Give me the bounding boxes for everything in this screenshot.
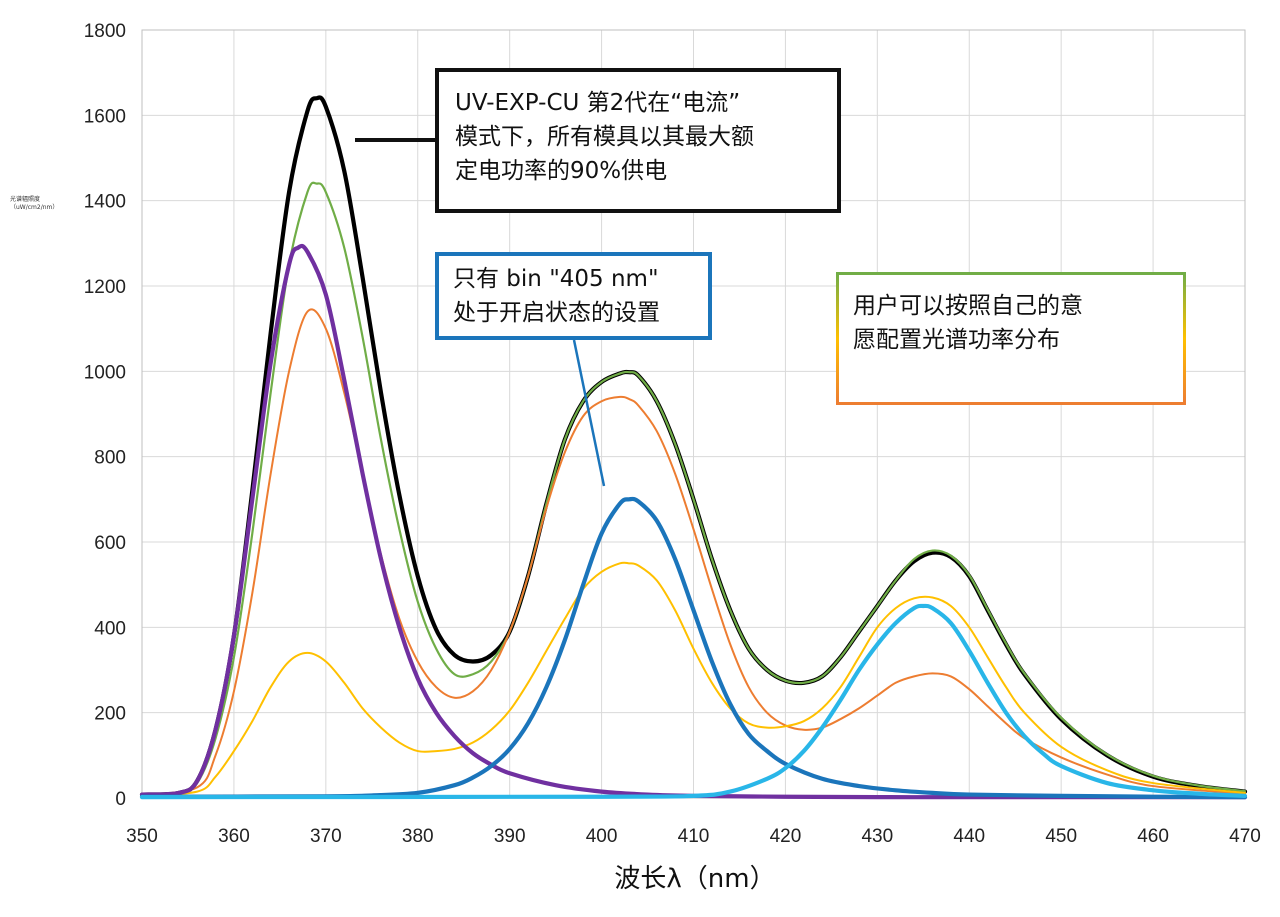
x-axis-label: 波长λ（nm） bbox=[614, 864, 776, 894]
plot-area-frame bbox=[141, 29, 1246, 799]
series-line-4 bbox=[141, 561, 1246, 797]
y-tick-label: 800 bbox=[94, 448, 126, 469]
y-axis-label: 光谱辐照度（uW/cm2/nm） bbox=[10, 196, 59, 211]
y-tick-label: 0 bbox=[115, 789, 126, 810]
annotation-line: 模式下，所有模具以其最大额 bbox=[455, 124, 754, 150]
annotation-box-multicolor: 用户可以按照自己的意 愿配置光谱功率分布 bbox=[836, 272, 1186, 405]
x-tick-label: 430 bbox=[861, 826, 893, 847]
annotation-line: 定电功率的90%供电 bbox=[455, 158, 668, 184]
y-tick-label: 1600 bbox=[84, 106, 126, 127]
x-tick-label: 470 bbox=[1229, 826, 1261, 847]
y-tick-label: 200 bbox=[94, 704, 126, 725]
series-line-7 bbox=[139, 603, 1248, 800]
series-layer bbox=[139, 95, 1248, 800]
annotation-line: 愿配置光谱功率分布 bbox=[853, 327, 1060, 353]
x-tick-label: 350 bbox=[126, 826, 158, 847]
x-tick-label: 450 bbox=[1045, 826, 1077, 847]
series-line-5 bbox=[139, 243, 1248, 800]
annotation-line: 用户可以按照自己的意 bbox=[853, 293, 1083, 319]
y-tick-label: 1000 bbox=[84, 362, 126, 383]
x-tick-label: 370 bbox=[310, 826, 342, 847]
leader-line-blue bbox=[572, 339, 606, 487]
annotation-line: 只有 bin "405 nm" bbox=[453, 266, 659, 292]
x-tick-label: 400 bbox=[586, 826, 618, 847]
x-tick-label: 420 bbox=[770, 826, 802, 847]
annotation-line: UV-EXP-CU 第2代在“电流” bbox=[455, 90, 741, 116]
annotation-box-black: UV-EXP-CU 第2代在“电流” 模式下，所有模具以其最大额 定电功率的90… bbox=[435, 68, 841, 213]
x-tick-label: 460 bbox=[1137, 826, 1169, 847]
series-line-3 bbox=[141, 308, 1246, 797]
y-tick-label: 1400 bbox=[84, 192, 126, 213]
y-tick-label: 1200 bbox=[84, 277, 126, 298]
y-tick-label: 1800 bbox=[84, 21, 126, 42]
y-tick-label: 600 bbox=[94, 533, 126, 554]
annotation-line: 处于开启状态的设置 bbox=[453, 300, 660, 326]
series-line-6 bbox=[139, 496, 1248, 800]
tick-labels: 350 360 370 380 390 400 410 420 430 440 450 460 470 0… bbox=[84, 21, 1261, 847]
y-tick-label: 400 bbox=[94, 618, 126, 639]
x-tick-label: 390 bbox=[494, 826, 526, 847]
x-tick-label: 440 bbox=[953, 826, 985, 847]
x-tick-label: 380 bbox=[402, 826, 434, 847]
annotation-box-blue: 只有 bin "405 nm" 处于开启状态的设置 bbox=[435, 252, 712, 340]
x-tick-label: 410 bbox=[678, 826, 710, 847]
x-tick-label: 360 bbox=[218, 826, 250, 847]
series-line-2 bbox=[140, 181, 1247, 796]
